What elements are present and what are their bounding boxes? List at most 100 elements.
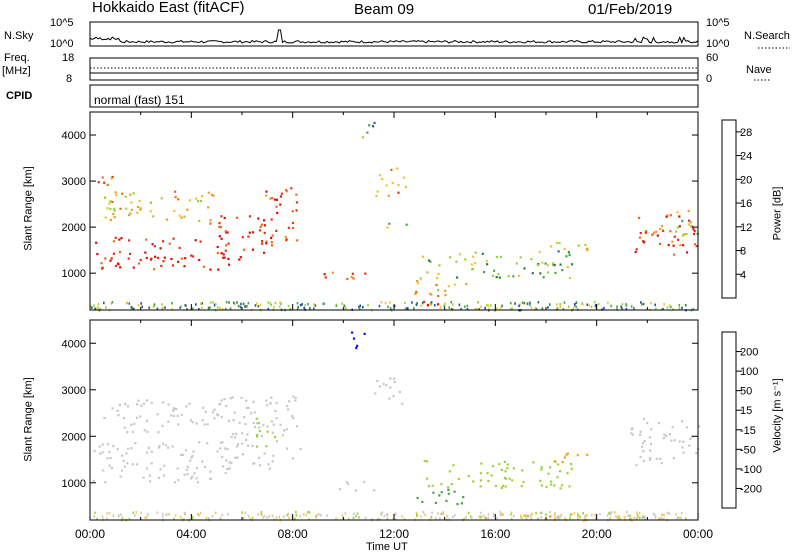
echo-cell-0 xyxy=(171,445,174,448)
echo-cell-9 xyxy=(561,461,564,464)
scatter-speck xyxy=(179,515,182,519)
scatter-speck xyxy=(654,516,657,519)
echo-cell-8 xyxy=(423,459,426,463)
echo-cell-10 xyxy=(697,425,701,428)
nsky-tick-top: 10^5 xyxy=(50,17,74,29)
scatter-speck xyxy=(263,514,266,518)
echo-cell-2 xyxy=(150,401,153,405)
echo-cell-8 xyxy=(425,477,429,480)
echo-cell-8 xyxy=(506,463,509,466)
scatter-speck xyxy=(541,307,544,310)
echo-cell-6 xyxy=(389,377,392,380)
echo-cell-8 xyxy=(512,467,515,470)
scatter-speck xyxy=(536,518,539,521)
echo-cell-3 xyxy=(160,197,163,200)
echo-cell-3 xyxy=(132,192,135,195)
echo-cell-4 xyxy=(97,181,100,184)
echo-cell-2 xyxy=(161,424,164,427)
echo-cell-3 xyxy=(200,195,204,198)
scatter-speck xyxy=(666,306,669,309)
echo-cell-11 xyxy=(549,515,552,518)
echo-cell-0 xyxy=(171,264,175,267)
echo-cell-0 xyxy=(196,467,199,470)
echo-cell-9 xyxy=(554,460,557,463)
echo-cell-2 xyxy=(167,403,170,406)
scatter-speck xyxy=(221,513,224,517)
echo-cell-11 xyxy=(563,247,566,251)
echo-cell-13 xyxy=(676,226,679,229)
echo-cell-0 xyxy=(145,467,148,470)
echo-cell-8 xyxy=(447,486,450,489)
scatter-speck xyxy=(146,515,148,519)
echo-cell-0 xyxy=(222,465,225,468)
echo-cell-1 xyxy=(257,217,260,220)
scatter-speck xyxy=(97,302,100,306)
scatter-speck xyxy=(180,305,183,308)
echo-cell-11 xyxy=(558,241,561,245)
scatter-speck xyxy=(174,514,177,517)
echo-cell-10 xyxy=(436,276,439,280)
velocity-colorbar-frame xyxy=(721,331,737,509)
scatter-speck xyxy=(213,303,216,307)
echo-cell-10 xyxy=(649,457,652,460)
echo-cell-0 xyxy=(219,441,223,444)
echo-cell-1 xyxy=(243,416,246,419)
echo-cell-1 xyxy=(219,447,222,450)
scatter-speck xyxy=(256,302,258,305)
echo-cell-1 xyxy=(253,411,256,414)
scatter-speck xyxy=(599,513,601,516)
scatter-speck xyxy=(511,307,513,310)
power-colorbar-tick-label: 8 xyxy=(740,246,746,258)
scatter-speck xyxy=(493,512,495,516)
scatter-speck xyxy=(681,306,683,310)
echo-cell-2 xyxy=(291,221,295,225)
echo-cell-12 xyxy=(673,253,676,256)
scatter-speck xyxy=(214,302,217,306)
echo-cell-3 xyxy=(138,199,141,202)
scatter-speck xyxy=(195,303,197,306)
echo-cell-10 xyxy=(568,254,571,257)
scatter-speck xyxy=(91,306,93,309)
power-colorbar-tick-label: 16 xyxy=(740,198,752,210)
scatter-speck xyxy=(549,510,551,514)
scatter-speck xyxy=(584,516,586,520)
echo-cell-0 xyxy=(127,257,130,260)
scatter-speck xyxy=(362,305,364,309)
echo-cell-0 xyxy=(150,450,153,453)
echo-cell-10 xyxy=(641,445,644,448)
scatter-speck xyxy=(297,305,299,309)
echo-cell-3 xyxy=(183,215,186,218)
echo-cell-3 xyxy=(136,211,139,214)
scatter-speck xyxy=(278,515,281,519)
scatter-speck xyxy=(557,515,559,518)
echo-cell-8 xyxy=(437,295,440,298)
echo-cell-0 xyxy=(118,238,121,241)
scatter-speck xyxy=(464,305,466,308)
echo-cell-1 xyxy=(225,231,228,234)
echo-cell-1 xyxy=(224,447,227,450)
scatter-speck xyxy=(572,306,575,310)
scatter-speck xyxy=(641,303,643,306)
echo-cell-10 xyxy=(471,268,474,271)
scatter-speck xyxy=(654,303,656,307)
scatter-speck xyxy=(378,304,381,308)
echo-cell-0 xyxy=(191,475,194,478)
scatter-speck xyxy=(662,307,664,311)
power-colorbar-tick-label: 28 xyxy=(740,127,752,139)
scatter-speck xyxy=(479,511,482,515)
echo-cell-8 xyxy=(556,476,559,479)
echo-cell-10 xyxy=(427,259,431,262)
scatter-speck xyxy=(571,513,573,516)
echo-cell-10 xyxy=(649,442,652,445)
echo-cell-2 xyxy=(201,419,204,422)
scatter-speck xyxy=(614,511,616,514)
scatter-speck xyxy=(467,511,470,515)
scatter-speck xyxy=(458,303,461,307)
echo-cell-0 xyxy=(104,481,107,484)
echo-cell-8 xyxy=(540,484,544,487)
scatter-speck xyxy=(450,300,452,304)
scatter-speck xyxy=(609,517,611,520)
scatter-speck xyxy=(247,514,250,518)
echo-cell-7 xyxy=(388,222,391,225)
scatter-speck xyxy=(451,515,454,519)
